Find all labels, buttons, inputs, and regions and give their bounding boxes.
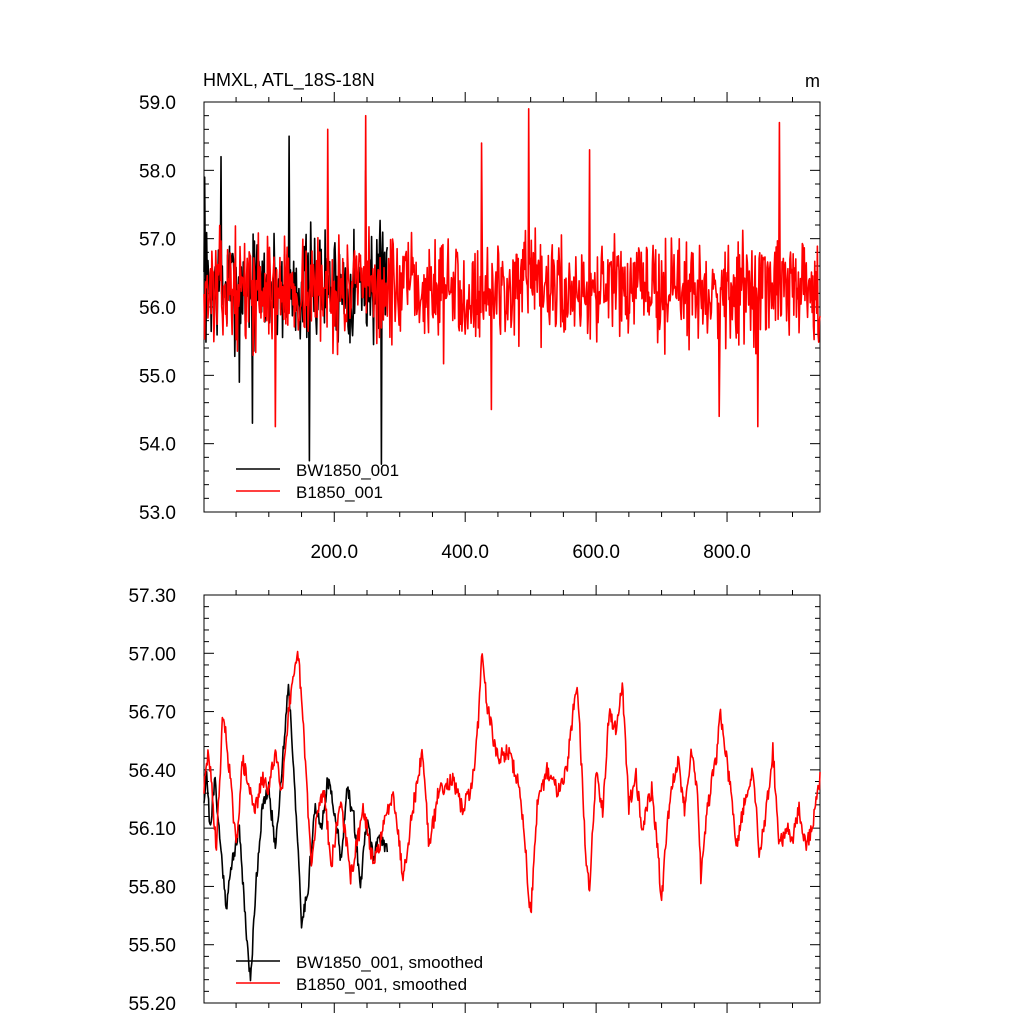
bottom-series-lines	[203, 650, 821, 982]
x-tick-label: 600.0	[572, 542, 620, 563]
y-tick-label: 56.10	[128, 819, 176, 840]
series-line-b1850-001-smoothed	[203, 650, 821, 914]
legend-label-b1850: B1850_001	[296, 483, 383, 502]
legend-label-bw1850-smoothed: BW1850_001, smoothed	[296, 953, 483, 972]
y-tick-label: 55.20	[128, 994, 176, 1015]
units-label: m	[805, 71, 820, 91]
series-line-bw1850-001-smoothed	[203, 683, 389, 982]
y-tick-label: 55.80	[128, 877, 176, 898]
y-tick-label: 57.30	[128, 586, 176, 607]
bottom-legend: BW1850_001, smoothed B1850_001, smoothed	[236, 953, 483, 994]
legend-label-b1850-smoothed: B1850_001, smoothed	[296, 975, 467, 994]
x-tick-label: 200.0	[310, 542, 358, 563]
y-tick-label: 53.0	[139, 503, 176, 524]
bottom-panel: 55.20 55.50 55.80 56.10 56.40 56.70 57.00 57.30…	[128, 585, 821, 1015]
chart-title: HMXL, ATL_18S-18N	[203, 70, 375, 91]
y-tick-label: 59.0	[139, 93, 176, 114]
legend-label-bw1850: BW1850_001	[296, 461, 399, 480]
y-tick-label: 56.0	[139, 298, 176, 319]
top-legend: BW1850_001 B1850_001	[236, 461, 399, 502]
y-tick-label: 57.00	[128, 644, 176, 665]
top-axis-ticks: 53.0 54.0 55.0 56.0 57.0 58.0 59.0 200.0 400.0 60…	[139, 92, 820, 563]
y-tick-label: 57.0	[139, 230, 176, 251]
top-panel: HMXL, ATL_18S-18N m 53.0 54.0 55.0 56.0 57.0…	[139, 70, 821, 563]
y-tick-label: 56.70	[128, 703, 176, 724]
y-tick-label: 54.0	[139, 435, 176, 456]
y-tick-label: 55.0	[139, 366, 176, 387]
x-tick-label: 400.0	[441, 542, 489, 563]
y-tick-label: 58.0	[139, 161, 176, 182]
top-series-lines	[203, 108, 821, 465]
x-tick-label: 800.0	[703, 542, 751, 563]
y-tick-label: 55.50	[128, 936, 176, 957]
series-line-b1850-001	[203, 108, 821, 428]
y-tick-label: 56.40	[128, 761, 176, 782]
